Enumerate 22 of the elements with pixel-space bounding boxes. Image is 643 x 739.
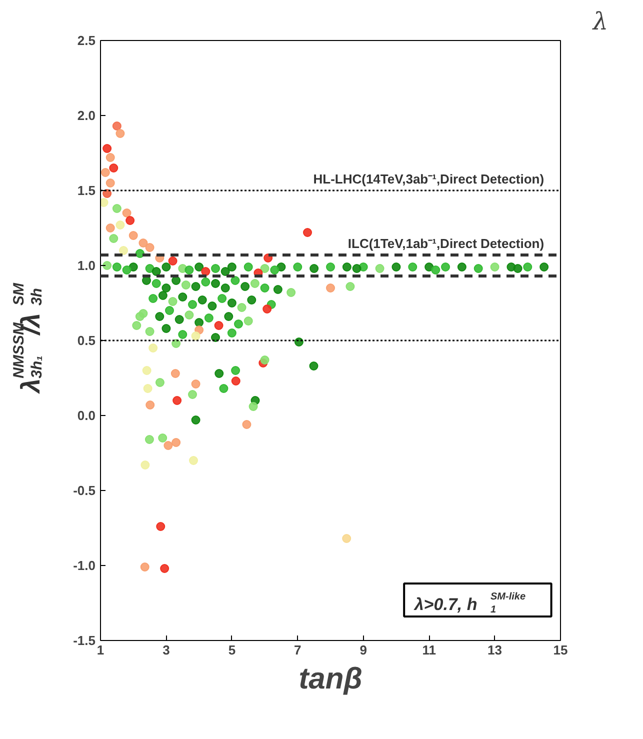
ref-line-label: ILC(1TeV,1ab⁻¹,Direct Detection): [348, 236, 544, 251]
y-axis-title: λ3h₁NMSSM/λ3hSM: [10, 282, 46, 395]
x-tick-label: 3: [162, 642, 170, 658]
y-tick-label: 0.0: [77, 408, 96, 423]
y-tick-label: 1.0: [77, 258, 96, 273]
x-tick-label: 1: [96, 642, 104, 658]
x-tick-label: 15: [553, 642, 568, 658]
y-tick-label: 1.5: [77, 183, 96, 198]
ref-line-label: HL-LHC(14TeV,3ab⁻¹,Direct Detection): [313, 172, 544, 186]
x-tick-label: 5: [228, 642, 236, 658]
x-tick-label: 11: [422, 642, 436, 658]
x-tick-label: 7: [294, 642, 302, 658]
x-axis-title: tanβ: [298, 662, 362, 696]
y-tick-label: 2.0: [77, 108, 96, 123]
x-tick-label: 9: [360, 642, 367, 658]
y-tick-label: -1.5: [73, 633, 96, 648]
y-tick-label: -1.0: [73, 558, 96, 573]
color-bar-title: λ: [592, 8, 608, 36]
y-tick-label: -0.5: [73, 483, 96, 498]
y-tick-label: 0.5: [77, 333, 96, 348]
y-tick-label: 2.5: [77, 33, 96, 48]
x-tick-label: 13: [488, 642, 502, 658]
